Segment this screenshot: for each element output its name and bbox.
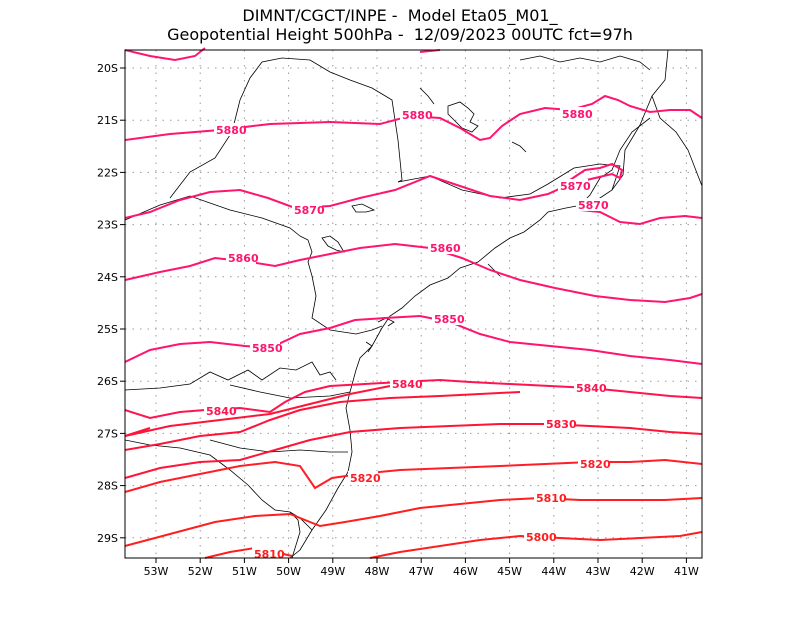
lon-label-44W: 44W [541,565,566,578]
reservoir-3 [351,203,376,213]
lat-label-21S: 21S [97,114,118,127]
border-mg-es [519,55,651,206]
contour-5870-a [124,162,624,219]
contour-label-5880-2: 5880 [400,108,433,122]
contour-label-5880-3: 5880 [560,107,593,121]
contour-5880-a [124,94,703,142]
svg-text:5880: 5880 [562,108,593,121]
contour-label-5820-1: 5820 [348,471,381,485]
lon-label-51W: 51W [232,565,257,578]
contour-labels: 5880 5880 5880 5870 5870 5870 5860 5860 … [204,107,611,561]
border-pr-sc [229,384,351,399]
reservoir-2 [419,87,435,105]
lon-label-42W: 42W [630,565,655,578]
map-title-line1: DIMNT/CGCT/INPE - Model Eta05_M01_ [242,6,558,25]
lon-label-52W: 52W [188,565,213,578]
border-sp-pr [299,235,383,335]
svg-text:5880: 5880 [402,109,433,122]
contour-label-5810-1: 5810 [534,491,567,505]
contour-label-5840-2: 5840 [390,377,423,391]
contour-label-5840-3: 5840 [574,381,607,395]
contour-label-5870-1: 5870 [292,203,325,217]
contour-label-5860-2: 5860 [428,241,461,255]
lon-label-48W: 48W [365,565,390,578]
svg-text:5850: 5850 [252,342,283,355]
svg-text:5830: 5830 [546,418,577,431]
contour-label-5840-1: 5840 [204,404,237,418]
contour-label-5860-1: 5860 [226,251,259,265]
lat-label-24S: 24S [97,271,118,284]
svg-text:5840: 5840 [392,378,423,391]
border-ms-sp [169,57,403,199]
contour-5810 [124,496,703,547]
reservoir-4 [321,235,345,253]
bay-paranagua [365,317,395,353]
lon-label-47W: 47W [409,565,434,578]
contour-5830-main [124,423,703,479]
lat-label-26S: 26S [97,375,118,388]
svg-text:5860: 5860 [430,242,461,255]
svg-text:5820: 5820 [350,472,381,485]
lon-label-53W: 53W [144,565,169,578]
contour-lines [124,47,703,559]
reservoir-6 [511,141,527,153]
lon-label-46W: 46W [453,565,478,578]
svg-text:5870: 5870 [560,180,591,193]
svg-text:5870: 5870 [578,199,609,212]
lagoon [289,511,301,559]
lat-label-27S: 27S [97,427,118,440]
contour-label-5800: 5800 [524,530,557,544]
svg-text:5880: 5880 [216,124,247,137]
contour-label-5850-2: 5850 [432,312,465,326]
contour-5870-b [579,209,703,226]
contour-label-5830: 5830 [544,417,577,431]
svg-text:5850: 5850 [434,313,465,326]
contour-5850 [124,314,703,365]
contour-5830-b [124,391,521,451]
border-sc-rs [124,439,313,531]
svg-text:5840: 5840 [206,405,237,418]
svg-text:5870: 5870 [294,204,325,217]
lat-label-25S: 25S [97,323,118,336]
border-sp-mg [124,163,621,237]
svg-text:5810: 5810 [254,548,285,561]
border-paraguay [124,361,337,391]
contour-5860 [124,242,703,304]
lon-label-41W: 41W [674,565,699,578]
lat-label-29S: 29S [97,532,118,545]
svg-text:5860: 5860 [228,252,259,265]
lat-label-22S: 22S [97,166,118,179]
lon-label-43W: 43W [586,565,611,578]
map-frame [124,49,703,559]
axis-ticks [120,67,687,563]
contour-5830-c [124,385,391,437]
map-title-line2: Geopotential Height 500hPa - 12/09/2023 … [167,25,633,44]
lon-label-49W: 49W [320,565,345,578]
svg-text:5800: 5800 [526,531,557,544]
svg-text:5840: 5840 [576,382,607,395]
reservoir-5 [487,263,501,277]
axis-tick-labels: 20S 21S 22S 23S 24S 25S 26S 27S 28S 29S 53W 52W 51W 5… [97,62,699,578]
contour-label-5850-1: 5850 [250,341,283,355]
reservoir-1 [447,101,479,133]
lat-label-28S: 28S [97,480,118,493]
contour-label-5810-2: 5810 [252,547,285,561]
contour-5820 [124,458,703,493]
coastline-and-borders [124,49,703,559]
lon-label-45W: 45W [497,565,522,578]
grid-lines [125,50,702,558]
svg-text:5820: 5820 [580,458,611,471]
contour-label-5870-2: 5870 [558,179,591,193]
contour-label-5870-3: 5870 [576,198,609,212]
lon-label-50W: 50W [276,565,301,578]
lat-label-23S: 23S [97,219,118,232]
svg-text:5810: 5810 [536,492,567,505]
border-rs [209,439,348,453]
lat-label-20S: 20S [97,62,118,75]
contour-label-5820-2: 5820 [578,457,611,471]
contour-label-5880-1: 5880 [214,123,247,137]
contour-5880-b [124,47,206,62]
